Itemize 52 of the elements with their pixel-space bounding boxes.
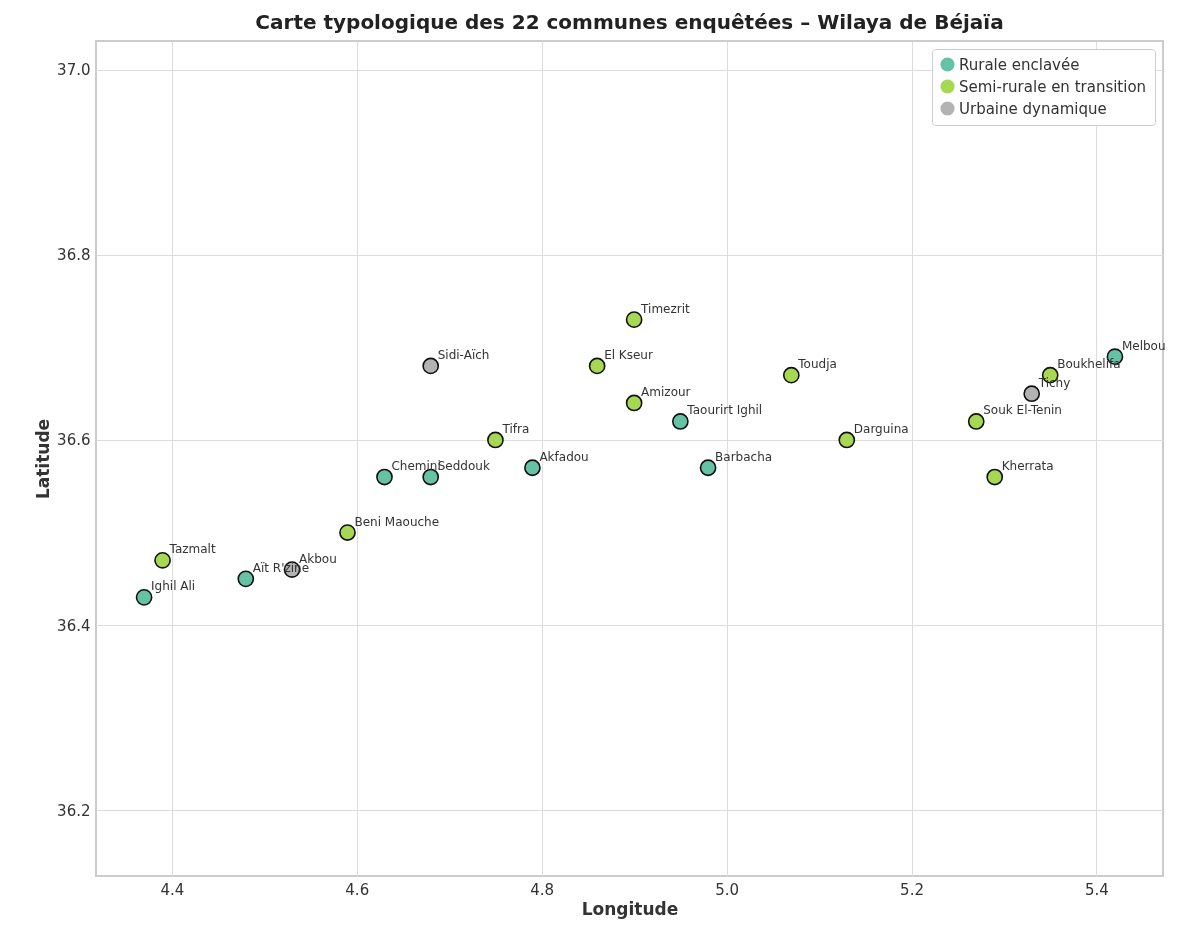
legend-label: Rurale enclavée	[959, 55, 1080, 74]
x-tick-label: 5.0	[715, 880, 740, 899]
point	[967, 413, 985, 430]
point	[376, 468, 393, 486]
point	[986, 468, 1004, 486]
chart-title: Carte typologique des 22 communes enquêtées – Wilaya de Béjaïa	[255, 10, 1004, 34]
annotation: Sidi-Aïch	[437, 347, 490, 362]
x-tick-label: 5.4	[1085, 880, 1109, 899]
annotation: Tichy	[1037, 375, 1071, 390]
annotation: Taourirt Ighil	[686, 403, 763, 418]
x-axis-title: Longitude	[581, 898, 679, 919]
annotation: Beni Maouche	[354, 514, 440, 529]
point	[487, 431, 504, 449]
point	[154, 551, 171, 569]
y-axis-title: Latitude	[33, 418, 54, 500]
point	[339, 524, 356, 541]
y-tick-label: 36.4	[57, 616, 91, 635]
legend-label: Semi-rurale en transition	[959, 77, 1147, 96]
annotation: Barbacha	[715, 449, 773, 464]
point	[524, 459, 541, 477]
point	[625, 394, 643, 412]
point	[782, 366, 800, 384]
annotation: Melbou	[1121, 338, 1166, 353]
annotation: Timezrit	[640, 301, 691, 316]
x-tick-label: 4.8	[530, 880, 555, 899]
annotation: Ighil Ali	[151, 579, 196, 594]
annotation: Darguina	[853, 421, 909, 436]
point	[237, 570, 255, 588]
point	[671, 413, 689, 430]
y-tick-label: 37.0	[57, 61, 91, 80]
point	[699, 459, 717, 477]
legend-label: Urbaine dynamique	[959, 99, 1107, 118]
y-tick-label: 36.8	[57, 246, 91, 265]
y-tick-label: 36.6	[57, 431, 91, 450]
annotation: Akfadou	[539, 449, 589, 464]
annotation: Tifra	[501, 421, 530, 436]
point	[625, 311, 643, 329]
point	[838, 431, 856, 449]
annotation: Boukhelifa	[1057, 357, 1121, 372]
x-tick-label: 4.6	[345, 880, 370, 899]
y-tick-label: 36.2	[57, 801, 91, 820]
point	[135, 588, 153, 606]
annotation: Toudja	[797, 357, 837, 372]
annotation: Amizour	[641, 384, 691, 399]
point	[422, 357, 440, 375]
x-tick-label: 5.2	[900, 880, 924, 899]
x-tick-label: 4.4	[160, 880, 185, 899]
annotation: Tazmalt	[168, 542, 216, 557]
annotation: Souk El-Tenin	[983, 403, 1062, 418]
annotation: Kherrata	[1001, 459, 1054, 474]
annotation: El Kseur	[604, 347, 653, 362]
point	[588, 357, 606, 375]
